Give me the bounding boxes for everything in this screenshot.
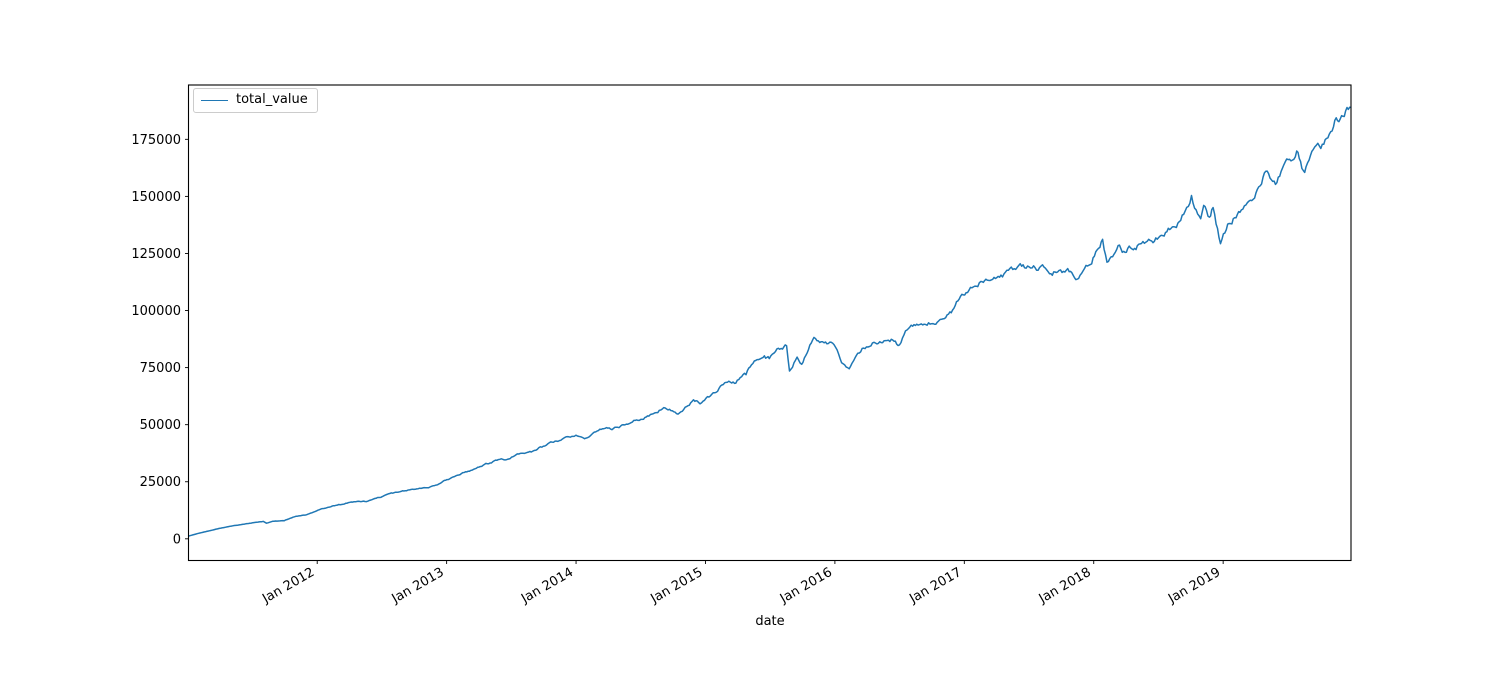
y-tick-label: 100000 bbox=[131, 304, 181, 319]
x-tick-label: Jan 2012 bbox=[259, 565, 317, 607]
legend: total_value bbox=[193, 88, 318, 113]
total-value-line bbox=[188, 106, 1351, 537]
y-tick-label: 0 bbox=[173, 532, 181, 547]
x-tick-label: Jan 2015 bbox=[648, 565, 706, 607]
y-tick-label: 150000 bbox=[131, 190, 181, 205]
y-tick-label: 25000 bbox=[140, 475, 181, 490]
x-tick-label: Jan 2016 bbox=[777, 565, 835, 607]
legend-label: total_value bbox=[236, 92, 308, 107]
x-axis-title: date bbox=[755, 614, 785, 629]
y-tick-label: 75000 bbox=[140, 361, 181, 376]
x-tick-label: Jan 2018 bbox=[1036, 565, 1094, 607]
x-tick-label: Jan 2013 bbox=[389, 565, 447, 607]
y-tick-label: 125000 bbox=[131, 247, 181, 262]
x-tick-label: Jan 2014 bbox=[518, 565, 576, 607]
y-tick-label: 175000 bbox=[131, 133, 181, 148]
x-tick-label: Jan 2019 bbox=[1165, 565, 1223, 607]
axes-spines bbox=[187, 84, 1352, 562]
y-tick-label: 50000 bbox=[140, 418, 181, 433]
x-tick-label: Jan 2017 bbox=[906, 565, 964, 607]
legend-line-sample bbox=[201, 99, 228, 101]
